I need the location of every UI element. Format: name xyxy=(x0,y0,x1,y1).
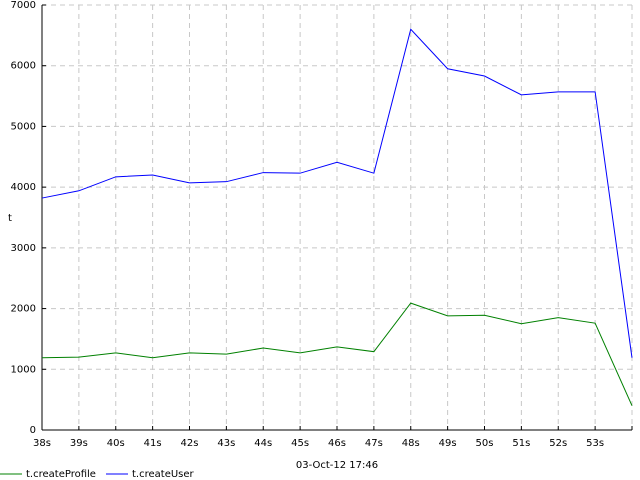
legend-label: t.createUser xyxy=(132,469,195,480)
x-tick-label: 43s xyxy=(217,438,235,449)
y-tick-label: 0 xyxy=(30,425,36,436)
series-line xyxy=(41,302,633,406)
y-tick-label: 2000 xyxy=(11,304,36,315)
x-tick-label: 48s xyxy=(402,438,420,449)
x-axis-label: 03-Oct-12 17:46 xyxy=(296,460,378,471)
x-tick-label: 50s xyxy=(476,438,494,449)
y-tick-label: 5000 xyxy=(11,121,36,132)
x-tick-label: 39s xyxy=(70,438,88,449)
x-tick-label: 40s xyxy=(107,438,125,449)
legend-label: t.createProfile xyxy=(26,469,96,480)
x-tick-label: 45s xyxy=(291,438,309,449)
x-tick-label: 53s xyxy=(586,438,604,449)
y-tick-label: 3000 xyxy=(11,243,36,254)
x-tick-label: 49s xyxy=(439,438,457,449)
x-tick-label: 41s xyxy=(144,438,162,449)
y-tick-label: 7000 xyxy=(11,0,36,11)
y-tick-label: 4000 xyxy=(11,182,36,193)
x-tick-label: 44s xyxy=(254,438,272,449)
series-line xyxy=(41,28,633,358)
x-tick-label: 51s xyxy=(512,438,530,449)
y-tick-label: 1000 xyxy=(11,364,36,375)
x-tick-label: 38s xyxy=(33,438,51,449)
y-axis-label: t xyxy=(8,213,12,224)
x-tick-label: 46s xyxy=(328,438,346,449)
x-tick-label: 52s xyxy=(549,438,567,449)
x-tick-label: 42s xyxy=(181,438,199,449)
x-tick-label: 47s xyxy=(365,438,383,449)
y-tick-label: 6000 xyxy=(11,61,36,72)
